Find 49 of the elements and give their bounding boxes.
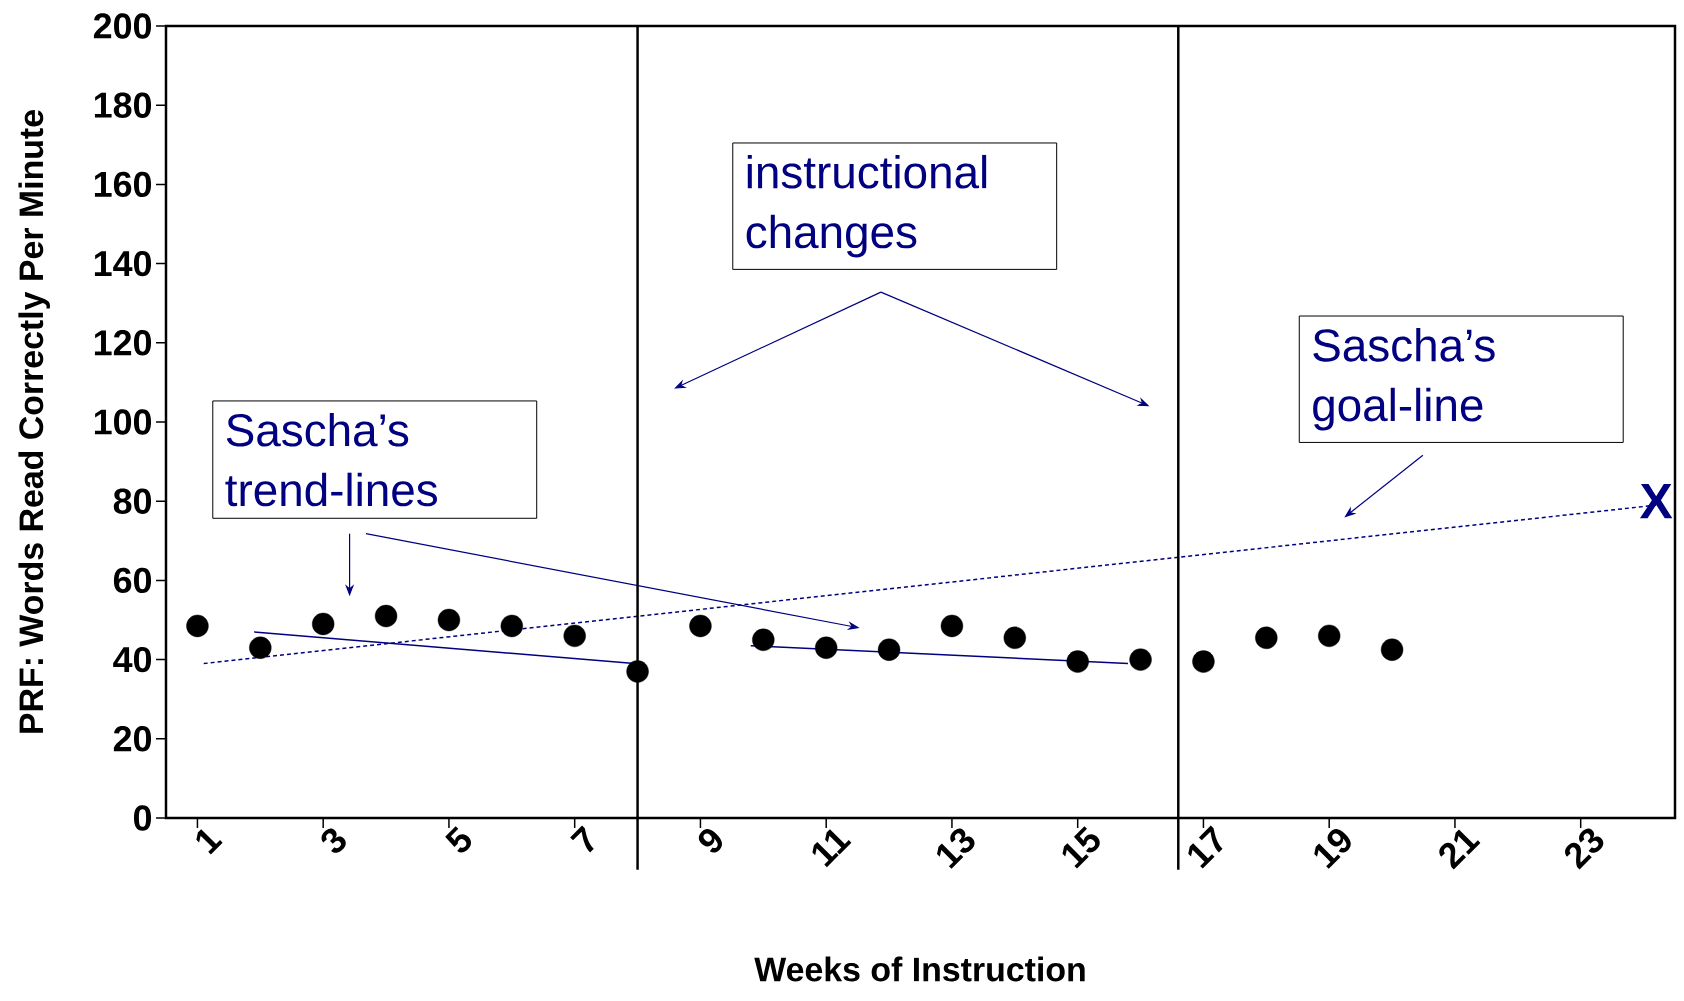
point <box>940 614 964 638</box>
x-tick-label: 13 <box>937 828 975 869</box>
y-tick-label: 80 <box>113 488 152 514</box>
x-tick-label: 11 <box>812 829 852 868</box>
point <box>752 628 775 651</box>
y-tick-label: 200 <box>93 13 152 39</box>
point <box>1318 624 1341 647</box>
point <box>1129 648 1152 671</box>
y-tick-label: 160 <box>94 171 152 198</box>
x-tick-label: 5 <box>445 826 471 853</box>
annotation: Sascha’s trend-lines <box>225 412 438 507</box>
y-axis-title: PRF: Words Read Correctly Per Minute <box>18 110 50 733</box>
y-tick-label: 180 <box>94 92 152 118</box>
point <box>1066 650 1089 673</box>
point <box>374 604 398 628</box>
x-axis-title: Weeks of Instruction <box>754 956 1085 982</box>
annotation: Sascha’s goal-line <box>1313 327 1495 431</box>
x-tick-label: 19 <box>1314 829 1351 869</box>
point <box>689 614 712 638</box>
x-tick-label: 1 <box>196 829 223 855</box>
y-tick-label: 140 <box>94 250 152 277</box>
annotation: instructional changes <box>746 154 987 258</box>
y-tick-label: 40 <box>113 646 152 673</box>
point <box>1380 638 1404 661</box>
point <box>877 638 901 661</box>
x-tick-label: 21 <box>1439 829 1481 870</box>
point <box>1003 626 1026 649</box>
point <box>312 612 335 636</box>
y-tick-label: 20 <box>113 726 152 752</box>
x-tick-label: 23 <box>1565 828 1604 870</box>
point <box>500 614 523 638</box>
x-tick-label: 3 <box>321 828 346 853</box>
point <box>1192 650 1215 673</box>
x-tick-label: 17 <box>1188 825 1223 869</box>
x-tick-label: 15 <box>1062 826 1100 869</box>
x-tick-label: 7 <box>570 825 594 853</box>
y-tick-label: 100 <box>94 409 152 435</box>
point <box>186 614 209 638</box>
point <box>437 608 461 632</box>
annotation: X <box>1639 484 1673 519</box>
x-tick-label: 9 <box>698 829 722 853</box>
point <box>249 636 272 659</box>
point <box>626 660 649 683</box>
y-tick-label: 120 <box>94 330 152 356</box>
y-tick-label: 60 <box>113 567 152 594</box>
point <box>563 624 586 647</box>
y-tick-label: 0 <box>133 805 152 831</box>
point <box>1255 626 1278 649</box>
point <box>815 636 838 659</box>
